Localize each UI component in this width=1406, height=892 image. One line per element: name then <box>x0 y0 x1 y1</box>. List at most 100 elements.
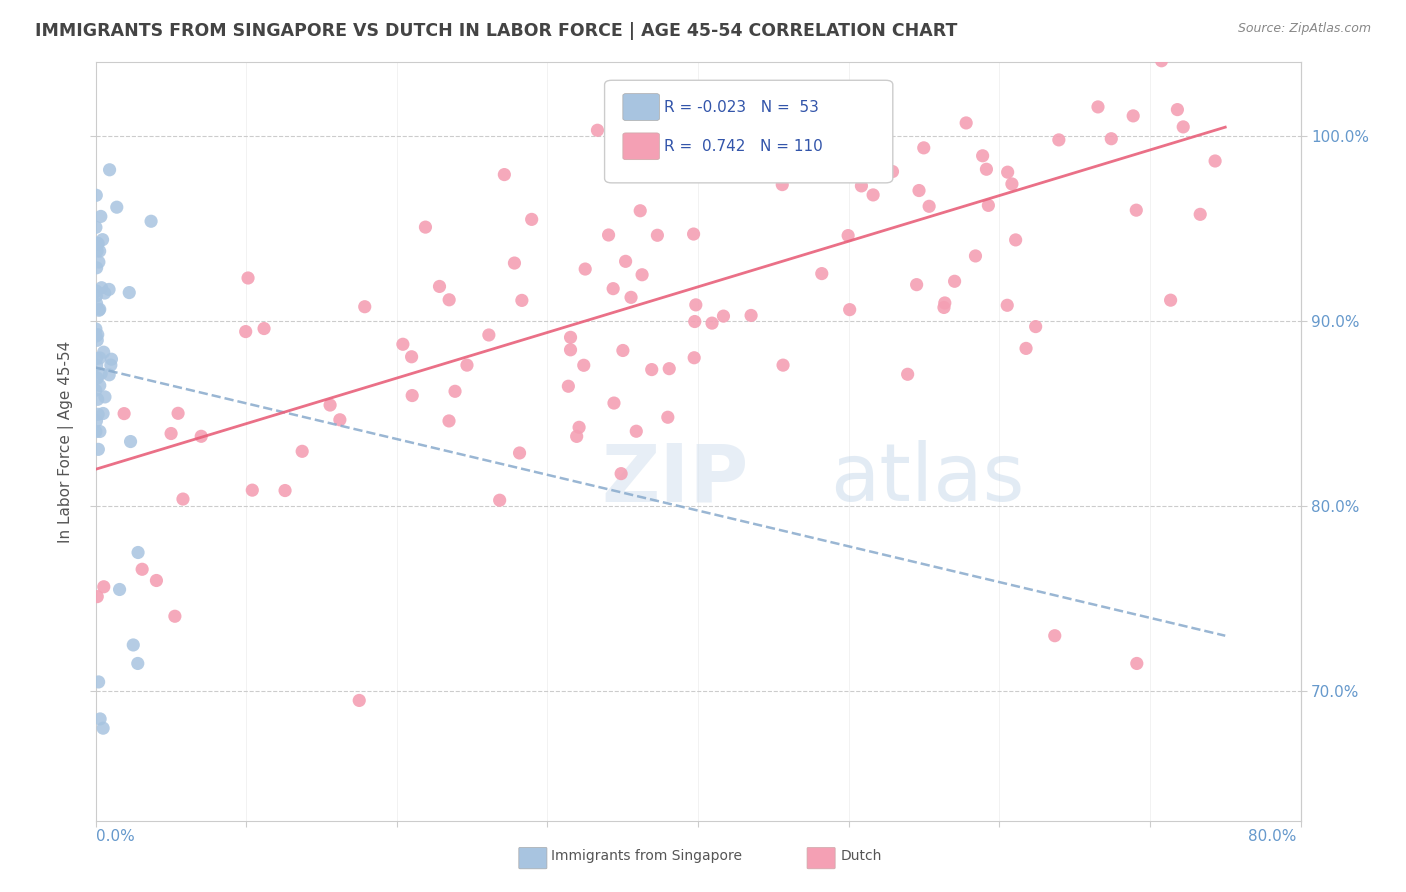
Point <box>89 425 111 439</box>
Point <box>86 414 108 428</box>
Point <box>612 343 634 358</box>
Point <box>127 545 149 559</box>
Point <box>437 414 460 428</box>
Point <box>98 368 121 382</box>
Point <box>626 424 648 438</box>
Text: Immigrants from Singapore: Immigrants from Singapore <box>551 849 742 863</box>
Point <box>401 350 423 364</box>
Point <box>392 337 415 351</box>
Point <box>93 580 115 594</box>
Point <box>90 281 112 295</box>
Point <box>172 491 194 506</box>
Point <box>93 345 115 359</box>
Point <box>1015 342 1038 356</box>
Point <box>274 483 297 498</box>
Point <box>163 609 186 624</box>
Point <box>108 582 131 597</box>
Point <box>100 358 122 372</box>
Point <box>89 351 111 365</box>
Point <box>918 199 941 213</box>
Point <box>90 367 112 381</box>
Point <box>641 362 664 376</box>
Point <box>353 300 375 314</box>
Point <box>586 123 609 137</box>
Point <box>503 256 526 270</box>
Point <box>682 227 704 241</box>
Point <box>105 200 128 214</box>
Point <box>862 188 884 202</box>
Point <box>1189 207 1212 221</box>
Point <box>120 434 142 449</box>
Point <box>620 290 643 304</box>
Point <box>1126 657 1149 671</box>
Point <box>1099 132 1122 146</box>
Point <box>1043 629 1066 643</box>
Point <box>565 429 588 443</box>
Point <box>1122 109 1144 123</box>
Text: Dutch: Dutch <box>841 849 882 863</box>
Point <box>1160 293 1182 308</box>
Point <box>912 141 935 155</box>
Point <box>603 396 626 410</box>
Point <box>84 220 107 235</box>
Point <box>614 254 637 268</box>
Point <box>494 168 516 182</box>
Point <box>837 228 859 243</box>
Point <box>1173 120 1195 134</box>
Point <box>87 442 110 457</box>
Point <box>510 293 533 308</box>
Point <box>84 384 107 398</box>
Point <box>89 244 111 259</box>
Point <box>84 329 107 343</box>
Point <box>167 406 190 420</box>
Point <box>87 327 110 342</box>
Point <box>713 309 735 323</box>
Point <box>509 446 531 460</box>
Point <box>856 128 879 143</box>
Point <box>86 244 108 258</box>
Point <box>86 351 108 366</box>
Point <box>89 712 111 726</box>
Point <box>610 467 633 481</box>
Point <box>631 268 654 282</box>
Point <box>574 262 596 277</box>
Point <box>84 322 107 336</box>
Point <box>905 277 928 292</box>
Point <box>560 330 582 344</box>
Point <box>87 675 110 690</box>
Point <box>291 444 314 458</box>
Text: 0.0%: 0.0% <box>96 830 135 844</box>
Point <box>560 343 582 357</box>
Point <box>770 178 793 192</box>
Point <box>1150 54 1173 68</box>
Point <box>89 378 111 392</box>
Point <box>658 361 681 376</box>
Point <box>87 407 110 421</box>
Point <box>866 85 889 99</box>
Point <box>86 392 108 407</box>
Point <box>572 359 595 373</box>
Point <box>131 562 153 576</box>
Text: IMMIGRANTS FROM SINGAPORE VS DUTCH IN LABOR FORCE | AGE 45-54 CORRELATION CHART: IMMIGRANTS FROM SINGAPORE VS DUTCH IN LA… <box>35 22 957 40</box>
Point <box>647 228 669 243</box>
Point <box>488 493 510 508</box>
Point <box>100 352 122 367</box>
Point <box>87 236 110 251</box>
Point <box>972 149 994 163</box>
Point <box>437 293 460 307</box>
Point <box>602 282 624 296</box>
Point <box>349 693 371 707</box>
Point <box>91 233 114 247</box>
Point <box>1125 203 1147 218</box>
Text: ZIP: ZIP <box>602 441 749 518</box>
Point <box>1047 133 1070 147</box>
Point <box>429 279 451 293</box>
Point <box>762 158 785 172</box>
Point <box>882 164 904 178</box>
Point <box>995 298 1018 312</box>
Point <box>86 371 108 385</box>
Point <box>456 358 478 372</box>
Point <box>86 284 108 298</box>
Point <box>683 314 706 328</box>
Point <box>112 407 135 421</box>
